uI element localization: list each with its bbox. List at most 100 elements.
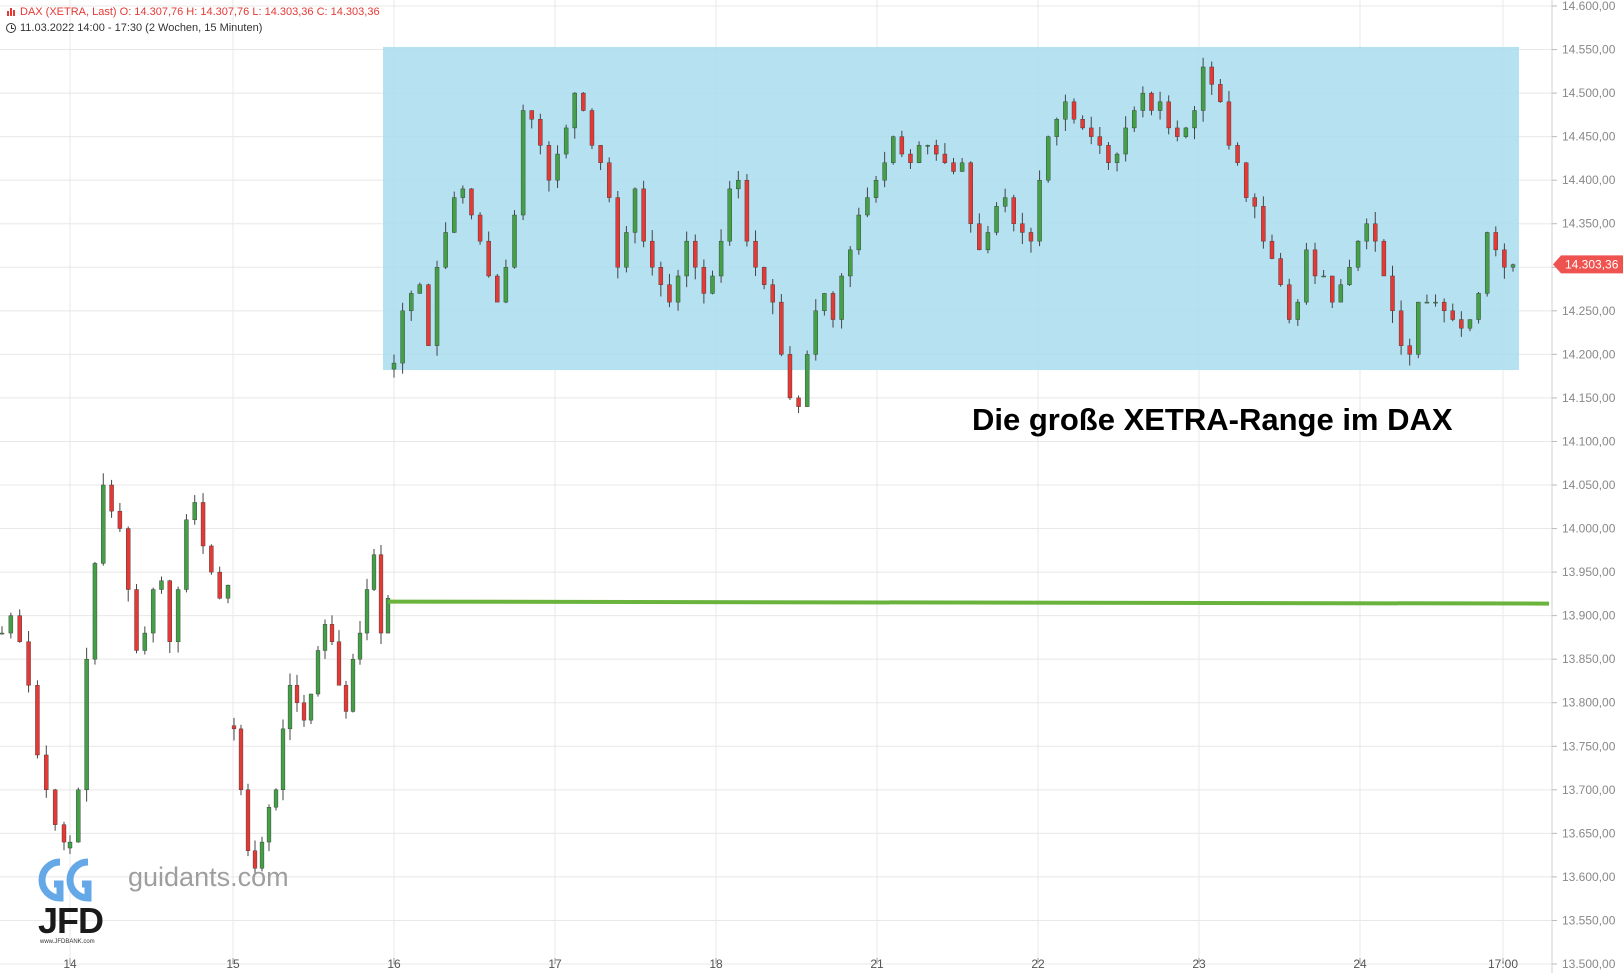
x-tick-label: 16 xyxy=(387,957,401,971)
candle-body xyxy=(487,241,491,276)
candle-body xyxy=(943,154,947,163)
y-tick-label: 13.800,00 xyxy=(1562,696,1616,710)
candle-body xyxy=(659,267,663,284)
candle-body xyxy=(1322,276,1326,277)
candle-body xyxy=(1106,145,1110,162)
candle-body xyxy=(68,842,72,848)
y-tick-label: 13.750,00 xyxy=(1562,739,1616,753)
candle-body xyxy=(93,563,97,659)
candle-body xyxy=(685,241,689,276)
candle-body xyxy=(805,354,809,406)
candle-body xyxy=(1098,137,1102,146)
candle-body xyxy=(309,694,313,720)
candle-body xyxy=(1416,302,1420,354)
candle-body xyxy=(372,555,376,590)
jfd-url: www.JFDBANK.com xyxy=(40,939,95,945)
candle-body xyxy=(295,685,299,702)
candle-body xyxy=(917,145,921,162)
x-tick-label: 21 xyxy=(870,957,884,971)
y-tick-label: 14.400,00 xyxy=(1562,173,1616,187)
candle-body xyxy=(1167,102,1171,128)
candle-body xyxy=(1081,119,1085,128)
candle-body xyxy=(1339,285,1343,302)
candle-body xyxy=(1511,265,1515,268)
y-tick-label: 13.550,00 xyxy=(1562,913,1616,927)
candle-body xyxy=(883,163,887,180)
period-line: 11.03.2022 14:00 - 17:30 (2 Wochen, 15 M… xyxy=(20,22,262,34)
candle-body xyxy=(874,180,878,197)
candle-body xyxy=(193,502,197,519)
candle-body xyxy=(1390,276,1394,311)
candle-body xyxy=(1408,346,1412,355)
candle-body xyxy=(1158,102,1162,111)
y-tick-label: 14.550,00 xyxy=(1562,43,1616,57)
candle-body xyxy=(418,285,422,294)
candle-body xyxy=(1287,285,1291,320)
candle-body xyxy=(1382,241,1386,276)
candle-body xyxy=(1244,163,1248,198)
candle-body xyxy=(1296,302,1300,319)
candle-body xyxy=(960,163,964,172)
x-tick-label: 24 xyxy=(1353,957,1367,971)
y-tick-label: 13.700,00 xyxy=(1562,783,1616,797)
candle-body xyxy=(728,189,732,241)
candle-body xyxy=(1313,250,1317,276)
guidants-logo-text: guidants.com xyxy=(128,862,289,893)
candle-body xyxy=(1046,137,1050,181)
candle-body xyxy=(62,825,66,842)
y-tick-label: 13.600,00 xyxy=(1562,870,1616,884)
candle-body xyxy=(969,163,973,224)
candle-body xyxy=(1279,259,1283,285)
candle-body xyxy=(986,232,990,249)
candle-body xyxy=(831,293,835,319)
candle-body xyxy=(779,302,783,354)
candle-body xyxy=(857,215,861,250)
candle-body xyxy=(1201,67,1205,111)
x-tick-label: 14 xyxy=(63,957,77,971)
candle-body xyxy=(1451,311,1455,320)
x-tick-label: 22 xyxy=(1031,957,1045,971)
candle-body xyxy=(952,163,956,172)
candle-body xyxy=(76,790,80,842)
candle-body xyxy=(891,137,895,163)
candle-body xyxy=(0,633,4,634)
candle-body xyxy=(135,590,139,651)
candle-body xyxy=(908,154,912,163)
candle-body xyxy=(1063,102,1067,119)
jfd-logo-text: JFD xyxy=(38,900,103,942)
candle-body xyxy=(435,267,439,345)
candle-body xyxy=(35,685,39,755)
candle-body xyxy=(624,232,628,267)
instrument-info: DAX (XETRA, Last) O: 14.307,76 H: 14.307… xyxy=(6,6,380,18)
last-price-tag: 14.303,36 xyxy=(1553,255,1623,273)
candle-body xyxy=(1442,302,1446,311)
candle-body xyxy=(1175,128,1179,137)
candle-body xyxy=(710,276,714,293)
candle-body xyxy=(44,755,48,790)
candle-body xyxy=(9,616,13,633)
candle-body xyxy=(1494,232,1498,249)
candle-body xyxy=(159,581,163,590)
candle-body xyxy=(1020,224,1024,233)
candle-body xyxy=(267,807,271,842)
candle-body xyxy=(1468,320,1472,329)
candle-body xyxy=(151,590,155,634)
candle-body xyxy=(1003,198,1007,207)
candle-body xyxy=(1434,302,1438,303)
candle-body xyxy=(676,276,680,302)
candle-body xyxy=(530,111,534,120)
candle-body xyxy=(426,285,430,346)
chart-type-icon xyxy=(6,7,16,16)
candle-body xyxy=(110,485,114,511)
candle-body xyxy=(330,624,334,641)
candle-body xyxy=(719,241,723,276)
y-tick-label: 13.850,00 xyxy=(1562,652,1616,666)
candle-body xyxy=(1210,67,1214,84)
candle-body xyxy=(797,398,801,407)
candle-body xyxy=(865,198,869,215)
candle-body xyxy=(1029,232,1033,241)
candle-body xyxy=(1253,198,1257,207)
candle-body xyxy=(316,650,320,694)
candle-body xyxy=(351,659,355,711)
candle-body xyxy=(218,572,222,598)
